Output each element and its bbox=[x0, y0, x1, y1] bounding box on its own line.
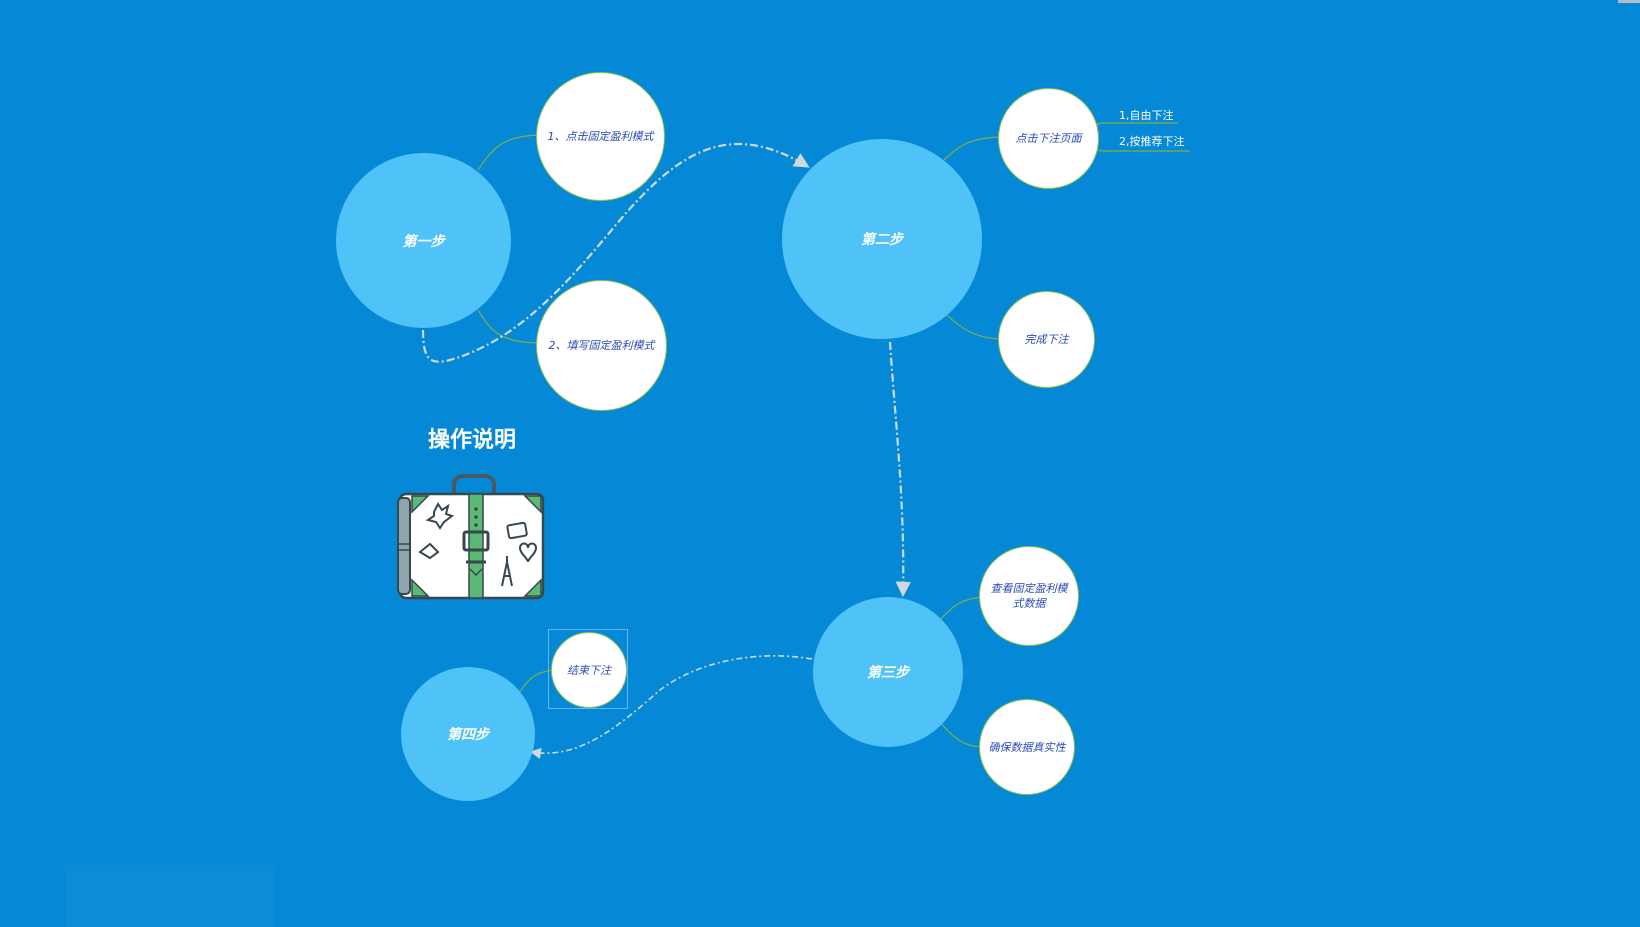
flow-arrow bbox=[529, 655, 813, 759]
branch-line bbox=[519, 669, 554, 693]
window-corner-mark bbox=[1618, 0, 1640, 3]
step1-node[interactable]: 第一步 bbox=[336, 153, 511, 328]
suitcase-icon bbox=[396, 474, 551, 604]
step4-node[interactable]: 第四步 bbox=[401, 667, 535, 801]
step2-node[interactable]: 第二步 bbox=[782, 139, 982, 339]
detail-label: 查看固定盈利模式数据 bbox=[990, 582, 1068, 610]
detail-node[interactable]: 点击下注页面 bbox=[998, 88, 1099, 189]
page-title: 操作说明 bbox=[428, 428, 517, 453]
branch-line bbox=[1096, 122, 1178, 130]
detail-node[interactable]: 完成下注 bbox=[998, 291, 1095, 388]
detail-label: 完成下注 bbox=[1024, 333, 1069, 346]
detail-label: 2、填写固定盈利模式 bbox=[548, 339, 655, 352]
branch-line bbox=[477, 134, 541, 171]
detail-node[interactable]: 1、点击固定盈利模式 bbox=[536, 72, 665, 201]
step3-label: 第三步 bbox=[867, 665, 909, 681]
selection-frame bbox=[548, 629, 628, 709]
detail-node[interactable]: 确保数据真实性 bbox=[979, 699, 1075, 795]
step3-node[interactable]: 第三步 bbox=[813, 597, 963, 747]
detail-node-selected[interactable]: 结束下注 bbox=[551, 632, 627, 708]
flow-arrow bbox=[421, 142, 810, 363]
detail-node[interactable]: 2、填写固定盈利模式 bbox=[536, 280, 667, 411]
flow-arrow bbox=[888, 341, 911, 598]
detail-label: 1、点击固定盈利模式 bbox=[547, 130, 654, 143]
branch-line bbox=[477, 309, 541, 344]
step4-label: 第四步 bbox=[447, 727, 489, 743]
detail-label: 确保数据真实性 bbox=[988, 740, 1066, 754]
step1-label: 第一步 bbox=[402, 233, 445, 250]
faint-panel bbox=[65, 865, 275, 927]
branch-line bbox=[943, 311, 1001, 340]
detail-label: 点击下注页面 bbox=[1015, 132, 1082, 145]
detail-node[interactable]: 查看固定盈利模式数据 bbox=[979, 546, 1079, 646]
detail-label: 结束下注 bbox=[567, 663, 611, 677]
leaf-label[interactable]: 1,自由下注 bbox=[1119, 109, 1174, 122]
branch-line bbox=[943, 136, 1001, 161]
step2-label: 第二步 bbox=[861, 232, 903, 248]
leaf-label[interactable]: 2,按推荐下注 bbox=[1119, 135, 1185, 148]
